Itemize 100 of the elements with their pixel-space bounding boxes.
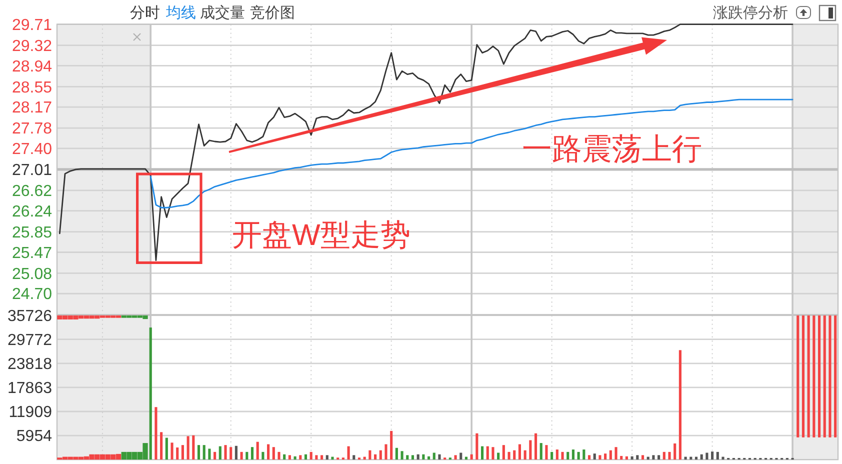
bar (422, 454, 425, 460)
bar (609, 450, 612, 460)
y-tick-label: 29.32 (12, 38, 52, 55)
bar (636, 455, 639, 460)
y-tick-label: 25.08 (12, 266, 52, 283)
bar (331, 456, 334, 460)
bar (94, 315, 100, 319)
bar (78, 315, 84, 319)
bar (470, 454, 473, 460)
bar (181, 445, 184, 460)
bar (674, 443, 676, 460)
bar (518, 444, 521, 460)
bar (395, 448, 398, 460)
annotation: 一路震荡上行 (522, 133, 702, 166)
y-tick-label: 24.70 (12, 286, 52, 304)
y-tick-label: 29.71 (12, 16, 52, 34)
y-tick-label: 35726 (8, 308, 52, 325)
bar (625, 456, 628, 460)
bar (427, 456, 430, 460)
bar (230, 447, 232, 460)
bar (438, 454, 441, 460)
bar (593, 454, 596, 460)
y-tick-label: 25.47 (12, 244, 52, 262)
y-tick-label: 23818 (8, 356, 52, 373)
bar (678, 350, 682, 460)
bar (170, 442, 174, 460)
bar (706, 452, 708, 460)
y-tick-label: 28.55 (12, 79, 52, 96)
bar (476, 433, 478, 460)
bar (57, 315, 62, 320)
bar (197, 445, 200, 460)
bar (192, 435, 195, 460)
bar (100, 315, 106, 318)
bar (121, 315, 126, 318)
bar (508, 452, 510, 460)
bar (310, 452, 312, 460)
bar (272, 447, 275, 460)
bar (572, 450, 574, 460)
bar (126, 315, 132, 318)
bar (105, 315, 110, 318)
bar (315, 455, 318, 460)
bar (384, 444, 388, 460)
bar (73, 315, 78, 320)
bar (529, 440, 532, 460)
bar (497, 452, 500, 460)
bar (246, 452, 248, 460)
bar (614, 447, 618, 460)
bar (577, 452, 580, 460)
y-tick-label: 11909 (8, 404, 52, 422)
bar (62, 315, 68, 320)
bar (454, 455, 457, 460)
bar (492, 447, 494, 460)
bar (406, 455, 409, 460)
bar (582, 450, 586, 460)
bar (390, 430, 393, 460)
y-tick-label: 5954 (16, 428, 52, 446)
bar (534, 433, 538, 460)
bar (240, 452, 243, 460)
y-tick-label: 29772 (8, 332, 52, 349)
bar (304, 454, 308, 460)
bar (513, 450, 516, 460)
y-tick-label: 28.17 (12, 100, 52, 117)
bar (214, 452, 216, 460)
y-tick-label: 28.94 (12, 58, 52, 76)
bar (432, 452, 436, 460)
bar (486, 446, 489, 460)
bar (540, 443, 542, 460)
bar (68, 315, 73, 320)
bar (256, 442, 259, 460)
bar (502, 445, 505, 460)
text: 成交量 (200, 4, 245, 22)
bar (132, 315, 138, 318)
legend: 分时 均线 (130, 4, 196, 22)
bar (379, 450, 382, 460)
bar (400, 451, 404, 460)
bar (561, 452, 564, 460)
y-tick-label: 17863 (8, 380, 52, 398)
bar (224, 445, 227, 460)
bar (299, 455, 302, 460)
bar (320, 455, 324, 460)
bar (218, 446, 222, 460)
bar (411, 455, 414, 460)
bar (208, 448, 211, 460)
bar (110, 315, 116, 318)
y-tick-label: 27.40 (12, 141, 52, 158)
bar (480, 446, 484, 460)
bar (598, 455, 602, 460)
annotation: 开盘W型走势 (232, 219, 410, 252)
bar (716, 452, 719, 460)
bar (89, 315, 94, 319)
bar (641, 455, 644, 460)
bar (566, 452, 570, 460)
bar (165, 438, 168, 460)
y-tick-label: 25.85 (12, 224, 52, 242)
bar (142, 315, 148, 320)
y-tick-label: 26.62 (12, 183, 52, 200)
bar (283, 454, 286, 460)
bar (588, 455, 591, 460)
y-tick-label: 27.01 (12, 162, 52, 180)
bar (234, 446, 238, 460)
